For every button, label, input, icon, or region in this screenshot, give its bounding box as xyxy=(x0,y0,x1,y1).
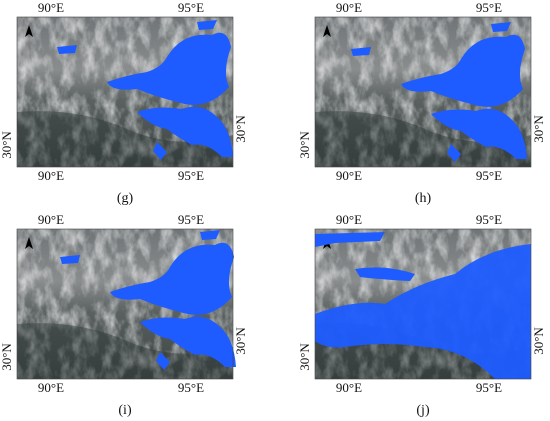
left-tick-label: 30°N xyxy=(0,343,14,371)
panel-caption: (g) xyxy=(117,191,134,206)
bottom-tick-label: 90°E xyxy=(336,380,362,395)
map-panel: 90°E 90°E 95°E 95°E 30°N 30°N (i) xyxy=(0,212,248,418)
bottom-tick-label: 90°E xyxy=(336,168,362,183)
top-tick-label: 90°E xyxy=(38,212,64,227)
top-tick-label: 95°E xyxy=(476,0,502,15)
top-tick-label: 95°E xyxy=(178,0,204,15)
top-tick-label: 95°E xyxy=(476,212,502,227)
right-tick-label: 30°N xyxy=(531,327,546,355)
bottom-tick-label: 95°E xyxy=(178,380,204,395)
top-tick-label: 90°E xyxy=(336,212,362,227)
bottom-tick-label: 90°E xyxy=(38,380,64,395)
panel-caption: (h) xyxy=(415,191,432,206)
bottom-tick-label: 95°E xyxy=(178,168,204,183)
map-frame xyxy=(314,16,532,168)
panel-caption: (i) xyxy=(118,403,132,418)
right-tick-label: 30°N xyxy=(233,327,248,355)
map-panel: 90°E 90°E 95°E 95°E 30°N 30°N (j) xyxy=(297,212,546,418)
map-panel: 90°E 90°E 95°E 95°E 30°N 30°N (h) xyxy=(297,0,546,206)
map-panel: 90°E 90°E 95°E 95°E 30°N 30°N (g) xyxy=(0,0,248,206)
panel-caption: (j) xyxy=(416,403,430,418)
right-tick-label: 30°N xyxy=(233,115,248,143)
bottom-tick-label: 90°E xyxy=(38,168,64,183)
map-frame xyxy=(16,16,234,168)
bottom-tick-label: 95°E xyxy=(476,380,502,395)
map-frame xyxy=(314,228,532,380)
bottom-tick-label: 95°E xyxy=(476,168,502,183)
map-frame xyxy=(16,228,234,380)
top-tick-label: 90°E xyxy=(38,0,64,15)
left-tick-label: 30°N xyxy=(0,131,14,159)
left-tick-label: 30°N xyxy=(297,131,312,159)
right-tick-label: 30°N xyxy=(531,115,546,143)
top-tick-label: 90°E xyxy=(336,0,362,15)
left-tick-label: 30°N xyxy=(297,343,312,371)
top-tick-label: 95°E xyxy=(178,212,204,227)
